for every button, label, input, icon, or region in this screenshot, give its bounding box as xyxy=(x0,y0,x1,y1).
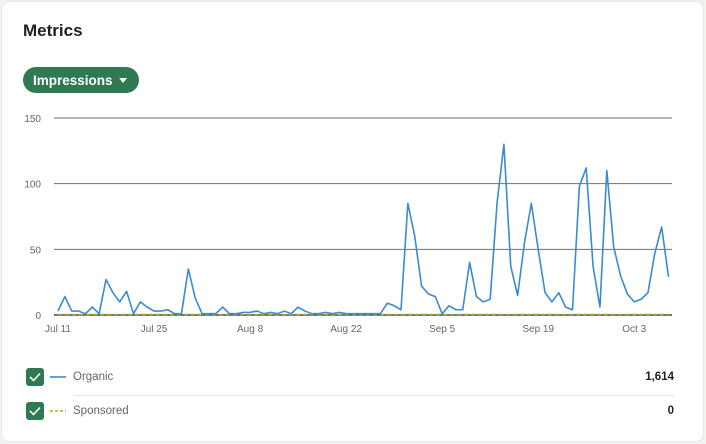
card-title: Metrics xyxy=(23,21,83,40)
organic-series-line xyxy=(57,143,670,315)
legend-label: Organic xyxy=(73,371,114,383)
legend-item-sponsored: Sponsored 0 xyxy=(26,401,674,421)
legend-total: 1,614 xyxy=(645,371,674,383)
solid-line-swatch-icon xyxy=(50,376,66,378)
x-tick-label: Sep 19 xyxy=(522,324,554,335)
y-tick-label: 150 xyxy=(24,114,41,125)
y-tick-label: 0 xyxy=(35,311,41,322)
y-tick-label: 100 xyxy=(24,180,41,191)
metric-selector-dropdown[interactable]: Impressions xyxy=(23,67,139,93)
caret-down-icon xyxy=(118,78,127,83)
x-tick-label: Jul 25 xyxy=(141,324,168,335)
impressions-line-chart: 0 50 100 150 Jul 11 Jul 25 Aug 8 Aug 22 Sep 5 Sep… xyxy=(24,114,672,335)
legend-divider xyxy=(74,395,674,396)
legend-item-organic: Organic 1,614 xyxy=(26,367,674,387)
organic-checkbox[interactable] xyxy=(26,368,44,386)
check-icon xyxy=(29,406,41,416)
x-tick-label: Jul 11 xyxy=(45,324,71,335)
y-tick-label: 50 xyxy=(30,245,42,256)
check-icon xyxy=(29,372,41,382)
dashed-line-swatch-icon xyxy=(50,410,66,412)
x-tick-label: Aug 22 xyxy=(330,324,362,335)
x-tick-label: Aug 8 xyxy=(237,324,264,335)
x-tick-label: Oct 3 xyxy=(622,324,646,335)
x-tick-label: Sep 5 xyxy=(429,324,456,335)
metric-selector-label: Impressions xyxy=(33,72,113,88)
sponsored-checkbox[interactable] xyxy=(26,402,44,420)
legend-total: 0 xyxy=(667,405,674,417)
legend-label: Sponsored xyxy=(73,405,129,417)
